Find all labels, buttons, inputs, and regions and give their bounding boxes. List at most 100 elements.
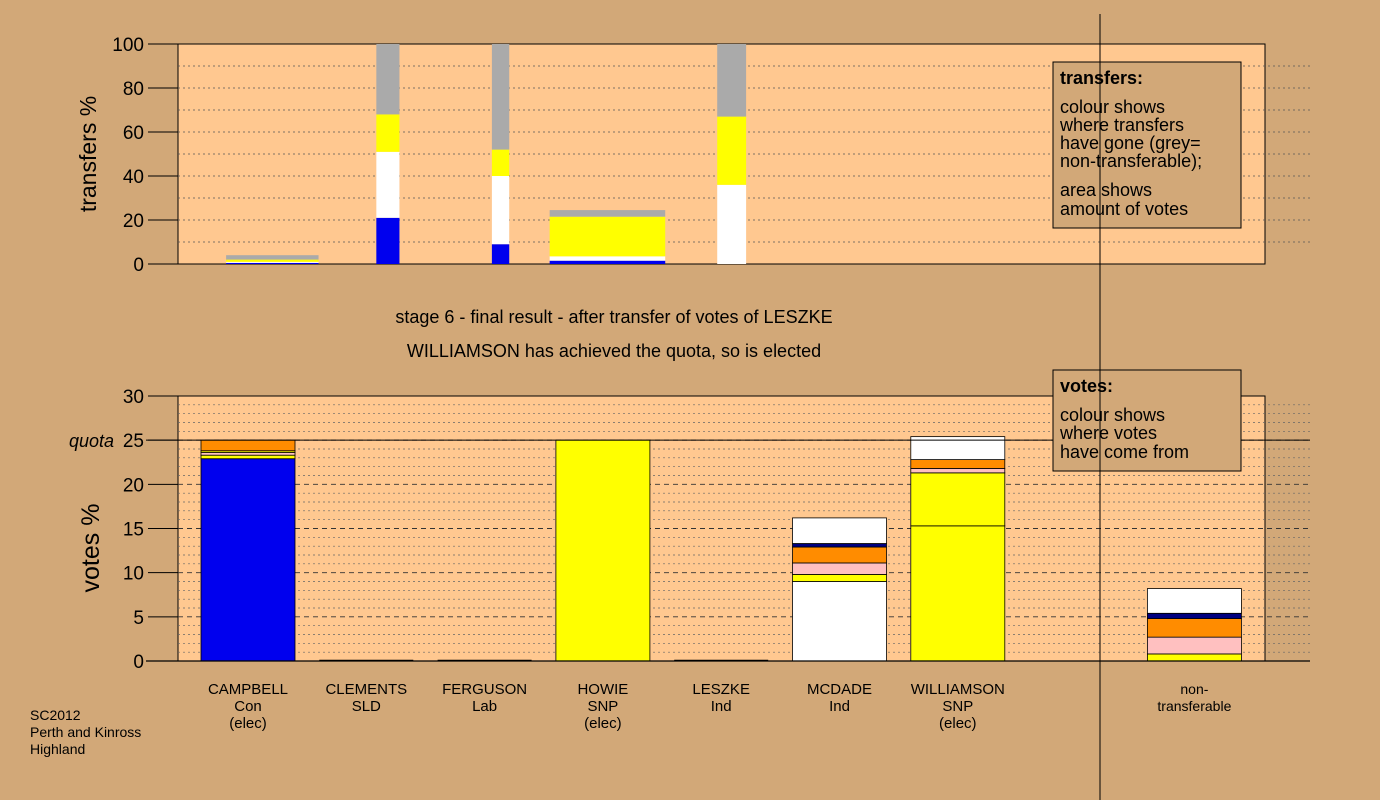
transfers-legend-line: have gone (grey= xyxy=(1060,133,1201,153)
vote-bar-segment xyxy=(792,517,887,544)
category-label: FERGUSON xyxy=(442,681,527,698)
vote-bar-segment xyxy=(910,525,1006,662)
votes-gridlines xyxy=(178,404,1310,653)
transfer-bar-segment xyxy=(226,262,319,264)
votes-category-labels: CAMPBELLCon(elec)CLEMENTSSLDFERGUSONLabH… xyxy=(208,681,1232,732)
transfer-bar-segment xyxy=(376,44,400,115)
vote-bar-segment xyxy=(910,459,1006,469)
transfer-bar-segment xyxy=(376,151,400,218)
transfers-panel: 0 20 40 60 80 100 transfers % transfers: colo… xyxy=(75,35,1310,276)
votes-legend-line: where votes xyxy=(1059,423,1157,443)
transfers-legend-line: amount of votes xyxy=(1060,199,1188,219)
category-label: Lab xyxy=(472,698,497,715)
stage-caption-line1: stage 6 - final result - after transfer … xyxy=(395,307,832,327)
transfers-legend-line: colour shows xyxy=(1060,97,1165,117)
y-tick-label: 10 xyxy=(123,564,144,585)
y-tick-label: 0 xyxy=(133,255,144,276)
transfer-bar-segment xyxy=(717,184,747,264)
category-label: (elec) xyxy=(584,715,622,732)
votes-legend-line: colour shows xyxy=(1060,405,1165,425)
category-label: Con xyxy=(234,698,262,715)
vote-bar-segment xyxy=(1147,612,1242,619)
transfer-bar-segment xyxy=(549,260,666,264)
vote-bar-segment xyxy=(200,454,296,460)
transfers-legend-line: where transfers xyxy=(1059,115,1184,135)
vote-bar-segment xyxy=(910,472,1006,527)
transfer-bar-segment xyxy=(226,261,319,263)
vote-bar-segment xyxy=(792,574,887,582)
transfer-bar-segment xyxy=(717,116,747,185)
vote-bar-segment xyxy=(792,546,887,564)
transfers-legend-line: non-transferable); xyxy=(1060,151,1202,171)
y-tick-label: 60 xyxy=(123,123,144,144)
transfer-bar-segment xyxy=(376,114,400,152)
category-label: WILLIAMSON xyxy=(911,681,1005,698)
category-label: CLEMENTS xyxy=(325,681,407,698)
transfer-bar-segment xyxy=(491,44,510,150)
transfer-bar-segment xyxy=(491,244,510,264)
category-label: MCDADE xyxy=(807,681,872,698)
transfer-bar-segment xyxy=(491,149,510,176)
votes-legend-title: votes: xyxy=(1060,376,1113,396)
y-tick-label: 25 xyxy=(123,431,144,452)
footer-line: Perth and Kinross xyxy=(30,724,141,740)
y-tick-label: 5 xyxy=(133,608,144,629)
category-label: Ind xyxy=(711,698,732,715)
transfer-bar-segment xyxy=(717,44,747,117)
transfer-bar-segment xyxy=(549,210,666,217)
y-tick-label: 20 xyxy=(123,211,144,232)
transfers-legend-title: transfers: xyxy=(1060,68,1143,88)
quota-label: quota xyxy=(69,431,114,451)
category-label: transferable xyxy=(1157,698,1231,714)
category-label: SNP xyxy=(587,698,618,715)
vote-bar-segment xyxy=(910,436,1006,460)
y-tick-label: 40 xyxy=(123,167,144,188)
transfer-bar-segment xyxy=(549,216,666,257)
transfer-bar-segment xyxy=(376,217,400,264)
vote-bar-segment xyxy=(1147,588,1242,614)
category-label: (elec) xyxy=(939,715,977,732)
votes-legend-box xyxy=(1052,369,1242,472)
category-label: LESZKE xyxy=(692,681,750,698)
stage-caption-line2: WILLIAMSON has achieved the quota, so is… xyxy=(407,341,821,361)
transfers-legend-line: area shows xyxy=(1060,180,1152,200)
transfers-legend-box xyxy=(1052,61,1242,229)
y-tick-label: 30 xyxy=(123,387,144,408)
vote-bar-segment xyxy=(910,468,1006,474)
votes-legend: votes: colour shows where votes have com… xyxy=(1052,369,1242,472)
transfer-bar-segment xyxy=(226,255,319,260)
category-label: SNP xyxy=(942,698,973,715)
transfers-y-axis-label: transfers % xyxy=(75,96,101,212)
transfer-bar-segment xyxy=(549,256,666,261)
y-tick-label: 20 xyxy=(123,475,144,496)
y-tick-label: 0 xyxy=(133,652,144,673)
y-tick-label: 100 xyxy=(112,35,144,56)
category-label: non- xyxy=(1180,681,1208,697)
vote-bar-segment xyxy=(200,458,296,662)
category-label: CAMPBELL xyxy=(208,681,288,698)
votes-legend-line: have come from xyxy=(1060,442,1189,462)
vote-bar-segment xyxy=(792,562,887,575)
vote-bar-segment xyxy=(792,581,887,662)
transfers-legend: transfers: colour shows where transfers … xyxy=(1052,61,1242,229)
transfers-y-ticks: 0 20 40 60 80 100 xyxy=(112,35,178,276)
transfer-bar-segment xyxy=(226,259,319,262)
category-label: (elec) xyxy=(229,715,267,732)
vote-bar-segment xyxy=(792,543,887,548)
transfer-bar-segment xyxy=(491,176,510,245)
votes-y-axis-label: votes % xyxy=(77,504,105,593)
vote-bar-segment xyxy=(1147,653,1242,662)
transfers-bars xyxy=(226,44,747,264)
votes-bars xyxy=(200,436,1242,662)
y-tick-label: 15 xyxy=(123,520,144,541)
vote-bar-segment xyxy=(1147,636,1242,655)
footer-line: SC2012 xyxy=(30,707,81,723)
category-label: SLD xyxy=(352,698,381,715)
vote-bar-segment xyxy=(200,439,296,452)
vote-bar-segment xyxy=(1147,618,1242,638)
votes-y-ticks: 0 5 10 15 20 25 30 xyxy=(123,387,178,673)
y-tick-label: 80 xyxy=(123,79,144,100)
vote-bar-segment xyxy=(555,439,651,662)
